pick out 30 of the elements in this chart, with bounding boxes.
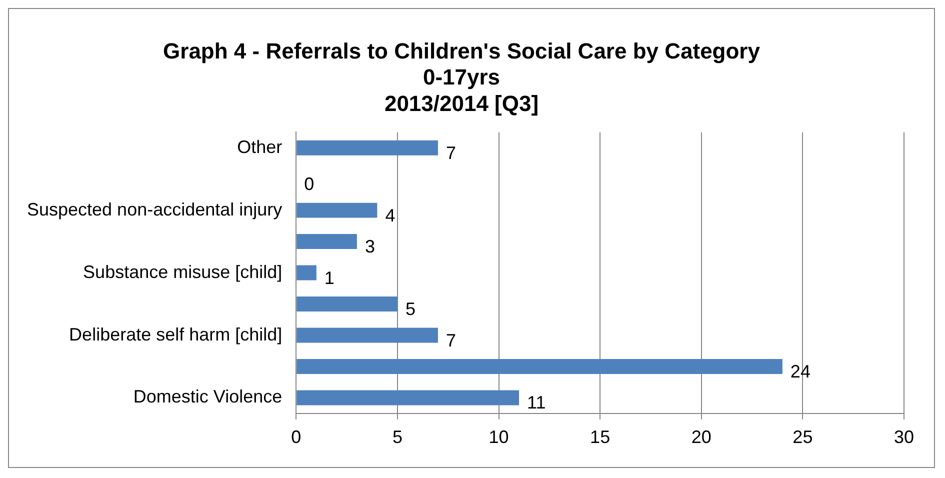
bar: [296, 265, 316, 280]
y-tick-label: Substance misuse [child]: [83, 262, 282, 282]
data-label: 24: [790, 362, 810, 382]
data-label: 7: [446, 142, 456, 163]
x-tick-label: 0: [291, 427, 302, 448]
x-tick-label: 25: [792, 427, 813, 448]
bar: [296, 359, 782, 374]
y-tick-label: Suspected non-accidental injury: [27, 199, 282, 220]
x-tick-label: 5: [392, 427, 402, 448]
bar: [296, 296, 398, 312]
bar: [296, 234, 357, 250]
x-tick-label: 10: [488, 427, 509, 448]
chart-title: Graph 4 - Referrals to Children's Social Care by Category 0-17yrs 2013/2014 [Q3]: [163, 38, 761, 116]
bar: [296, 140, 438, 156]
data-label: 4: [385, 205, 396, 226]
data-label: 11: [527, 392, 546, 413]
data-label: 1: [324, 268, 334, 288]
data-label: 5: [405, 299, 416, 320]
x-tick-label: 15: [590, 427, 610, 448]
x-tick-label: 30: [894, 427, 914, 448]
y-tick-label: Domestic Violence: [133, 386, 282, 407]
data-label: 3: [364, 236, 375, 257]
data-label: 7: [446, 330, 456, 350]
bar: [296, 202, 378, 218]
y-tick-label: Other: [237, 136, 282, 157]
y-tick-label: Deliberate self harm [child]: [69, 324, 282, 344]
bar: [296, 328, 438, 343]
bar: [296, 390, 520, 406]
x-tick-label: 20: [691, 427, 712, 448]
data-label: 0: [304, 174, 314, 194]
